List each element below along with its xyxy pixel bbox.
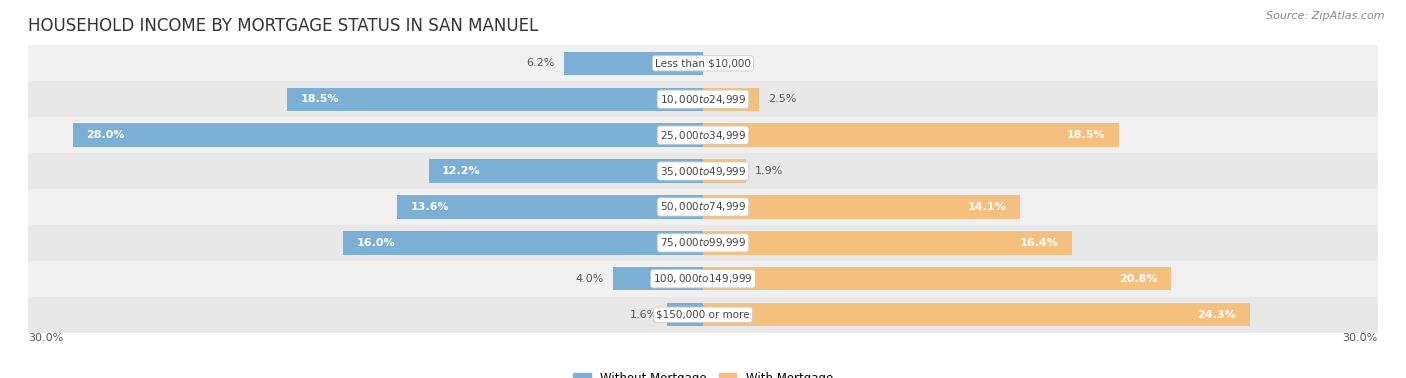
Text: $35,000 to $49,999: $35,000 to $49,999 [659, 164, 747, 178]
Bar [703, 88, 759, 111]
Bar [703, 303, 1250, 326]
Bar [28, 117, 1378, 153]
Text: 20.8%: 20.8% [1119, 274, 1157, 284]
Legend: Without Mortgage, With Mortgage: Without Mortgage, With Mortgage [568, 367, 838, 378]
Text: $10,000 to $24,999: $10,000 to $24,999 [659, 93, 747, 106]
Text: 1.6%: 1.6% [630, 310, 658, 320]
Text: 4.0%: 4.0% [575, 274, 605, 284]
Bar [28, 153, 1378, 189]
Text: $150,000 or more: $150,000 or more [657, 310, 749, 320]
Bar [287, 88, 703, 111]
Text: $25,000 to $34,999: $25,000 to $34,999 [659, 129, 747, 142]
Text: 0.0%: 0.0% [711, 58, 740, 68]
Text: 18.5%: 18.5% [1067, 130, 1105, 140]
Text: Source: ZipAtlas.com: Source: ZipAtlas.com [1267, 11, 1385, 21]
Bar [703, 195, 1021, 218]
Text: 24.3%: 24.3% [1198, 310, 1236, 320]
Bar [73, 124, 703, 147]
Bar [28, 297, 1378, 333]
Bar [28, 189, 1378, 225]
Bar [703, 231, 1071, 254]
Text: 28.0%: 28.0% [87, 130, 125, 140]
Text: 13.6%: 13.6% [411, 202, 449, 212]
Bar [666, 303, 703, 326]
Bar [28, 81, 1378, 117]
Bar [396, 195, 703, 218]
Text: 18.5%: 18.5% [301, 94, 339, 104]
Text: 1.9%: 1.9% [755, 166, 783, 176]
Bar [28, 225, 1378, 261]
Text: 14.1%: 14.1% [967, 202, 1007, 212]
Text: 30.0%: 30.0% [1343, 333, 1378, 342]
Text: 6.2%: 6.2% [526, 58, 554, 68]
Text: 2.5%: 2.5% [768, 94, 797, 104]
Bar [703, 267, 1171, 290]
Bar [28, 261, 1378, 297]
Bar [564, 52, 703, 75]
Text: $100,000 to $149,999: $100,000 to $149,999 [654, 272, 752, 285]
Bar [429, 160, 703, 183]
Bar [703, 160, 745, 183]
Text: 30.0%: 30.0% [28, 333, 63, 342]
Text: 16.0%: 16.0% [357, 238, 395, 248]
Bar [703, 124, 1119, 147]
Text: $50,000 to $74,999: $50,000 to $74,999 [659, 200, 747, 214]
Text: HOUSEHOLD INCOME BY MORTGAGE STATUS IN SAN MANUEL: HOUSEHOLD INCOME BY MORTGAGE STATUS IN S… [28, 17, 538, 36]
Text: 12.2%: 12.2% [441, 166, 481, 176]
Bar [343, 231, 703, 254]
Bar [28, 45, 1378, 81]
Text: Less than $10,000: Less than $10,000 [655, 58, 751, 68]
Bar [613, 267, 703, 290]
Text: 16.4%: 16.4% [1019, 238, 1059, 248]
Text: $75,000 to $99,999: $75,000 to $99,999 [659, 236, 747, 249]
